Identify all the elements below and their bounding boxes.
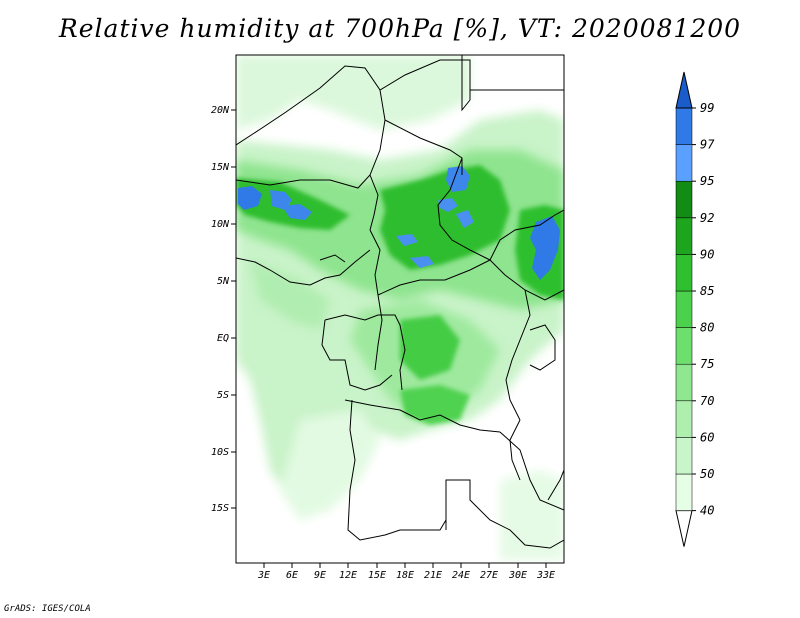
colorbar-segment xyxy=(675,180,693,219)
colorbar-label: 85 xyxy=(700,284,714,298)
lon-label: 18E xyxy=(396,570,414,581)
colorbar-segment xyxy=(675,107,693,145)
colorbar-segment xyxy=(675,437,693,475)
lon-label: 21E xyxy=(424,570,442,581)
country-borders xyxy=(236,55,564,549)
latitude-axis xyxy=(231,109,236,509)
lat-label: 15N xyxy=(211,162,230,173)
lon-label: 3E xyxy=(257,570,270,581)
lon-label: 9E xyxy=(314,570,326,581)
lat-label: 15S xyxy=(211,503,229,514)
lat-label: 5N xyxy=(217,276,230,287)
lon-label: 24E xyxy=(452,570,470,581)
map-title: Relative humidity at 700hPa [%], VT: 202… xyxy=(58,14,742,43)
lon-label: 33E xyxy=(536,570,555,581)
colorbar-label: 40 xyxy=(700,504,714,518)
longitude-labels: 3E 6E 9E 12E 15E 18E 21E 24E 27E 30E 33E xyxy=(257,570,555,581)
lat-label: 20N xyxy=(211,105,230,116)
colorbar-segment xyxy=(675,144,693,182)
lon-label: 27E xyxy=(480,570,498,581)
colorbar-label: 90 xyxy=(700,247,714,261)
lat-label: 10S xyxy=(211,447,229,458)
lat-label: 5S xyxy=(217,390,229,401)
grads-credit: GrADS: IGES/COLA xyxy=(4,604,91,614)
colorbar-label: 50 xyxy=(700,467,714,481)
colorbar-label: 95 xyxy=(700,174,714,188)
colorbar: 40 50 60 70 75 80 85 90 92 95 97 99 xyxy=(675,71,715,547)
colorbar-label: 80 xyxy=(700,321,714,335)
colorbar-segment xyxy=(675,254,693,292)
colorbar-lower-extension xyxy=(675,510,693,547)
map-frame xyxy=(235,54,565,564)
colorbar-label: 60 xyxy=(700,430,714,444)
humidity-map xyxy=(236,55,564,563)
longitude-axis xyxy=(263,563,547,568)
colorbar-segment xyxy=(675,327,693,365)
colorbar-segment xyxy=(675,290,693,328)
colorbar-segment xyxy=(675,400,693,438)
humidity-strong-field xyxy=(236,165,564,425)
colorbar-label: 70 xyxy=(700,394,714,408)
lon-label: 15E xyxy=(368,570,386,581)
colorbar-segment xyxy=(675,217,693,255)
colorbar-segment xyxy=(675,473,693,511)
lon-label: 30E xyxy=(508,570,527,581)
lon-label: 6E xyxy=(286,570,298,581)
colorbar-label: 99 xyxy=(700,101,714,115)
lon-label: 12E xyxy=(339,570,357,581)
lat-label: EQ xyxy=(217,333,229,344)
latitude-labels: 20N 15N 10N 5N EQ 5S 10S 15S xyxy=(211,105,230,514)
colorbar-label: 75 xyxy=(700,357,714,371)
colorbar-label: 97 xyxy=(700,138,715,152)
colorbar-upper-extension xyxy=(675,71,693,109)
lat-label: 10N xyxy=(211,219,230,230)
colorbar-segment xyxy=(675,363,693,402)
colorbar-label: 92 xyxy=(700,211,714,225)
